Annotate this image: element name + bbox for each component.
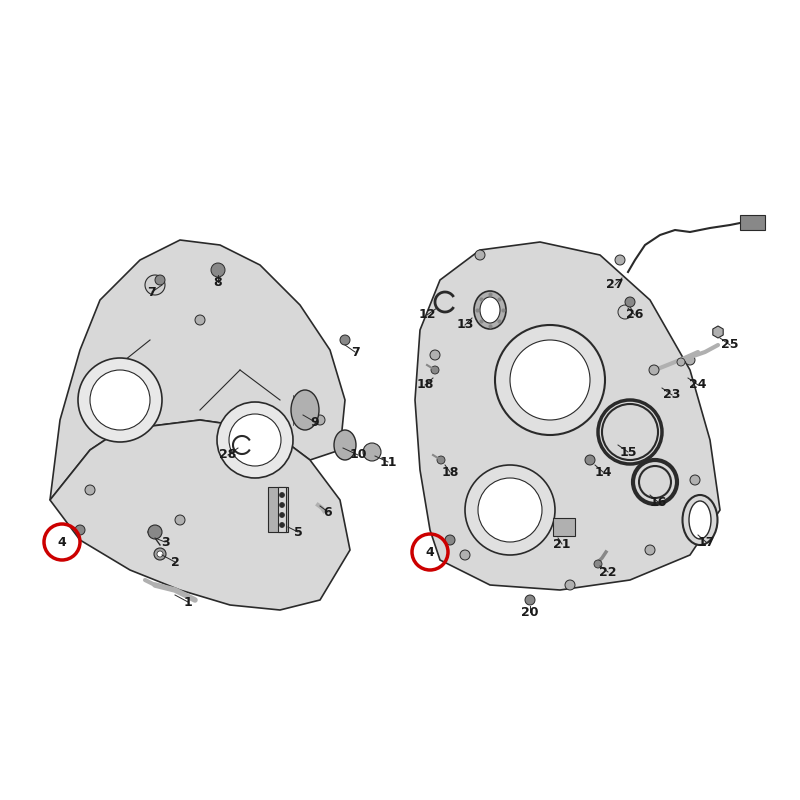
Circle shape <box>594 560 602 568</box>
Circle shape <box>211 263 225 277</box>
Text: 25: 25 <box>722 338 738 351</box>
Text: 10: 10 <box>350 449 366 462</box>
Text: 11: 11 <box>379 455 397 469</box>
Text: 7: 7 <box>350 346 359 358</box>
Circle shape <box>75 525 85 535</box>
Polygon shape <box>50 420 350 610</box>
Circle shape <box>78 358 162 442</box>
Circle shape <box>229 414 281 466</box>
Text: 17: 17 <box>698 535 714 549</box>
Text: 12: 12 <box>418 309 436 322</box>
Text: 16: 16 <box>650 495 666 509</box>
Text: 28: 28 <box>219 449 237 462</box>
Circle shape <box>475 250 485 260</box>
Circle shape <box>195 315 205 325</box>
Circle shape <box>677 358 685 366</box>
Ellipse shape <box>474 291 506 329</box>
Text: 15: 15 <box>619 446 637 458</box>
Circle shape <box>465 465 555 555</box>
Ellipse shape <box>291 390 319 430</box>
Text: 22: 22 <box>599 566 617 578</box>
Text: 23: 23 <box>663 389 681 402</box>
FancyBboxPatch shape <box>278 487 286 532</box>
Circle shape <box>460 550 470 560</box>
Text: 3: 3 <box>161 535 170 549</box>
Text: 5: 5 <box>294 526 302 538</box>
Circle shape <box>618 305 632 319</box>
Circle shape <box>645 545 655 555</box>
Circle shape <box>445 535 455 545</box>
Text: 9: 9 <box>310 415 319 429</box>
Circle shape <box>649 365 659 375</box>
FancyBboxPatch shape <box>740 215 765 230</box>
Circle shape <box>495 325 605 435</box>
Circle shape <box>90 370 150 430</box>
Circle shape <box>279 502 285 507</box>
Text: 7: 7 <box>148 286 156 298</box>
Text: 1: 1 <box>184 595 192 609</box>
Circle shape <box>565 580 575 590</box>
Text: 4: 4 <box>58 535 66 549</box>
Text: 21: 21 <box>554 538 570 550</box>
Text: 4: 4 <box>426 546 434 558</box>
Circle shape <box>279 522 285 527</box>
Text: 26: 26 <box>626 309 644 322</box>
Circle shape <box>478 478 542 542</box>
Circle shape <box>685 355 695 365</box>
Text: 8: 8 <box>214 275 222 289</box>
Circle shape <box>431 366 439 374</box>
Ellipse shape <box>682 495 718 545</box>
Polygon shape <box>415 242 720 590</box>
Circle shape <box>279 493 285 498</box>
Ellipse shape <box>480 297 500 323</box>
FancyBboxPatch shape <box>268 487 288 532</box>
Text: 2: 2 <box>170 555 179 569</box>
FancyBboxPatch shape <box>553 518 575 536</box>
Text: 24: 24 <box>690 378 706 391</box>
Circle shape <box>510 340 590 420</box>
Circle shape <box>615 255 625 265</box>
Circle shape <box>145 275 165 295</box>
Circle shape <box>217 402 293 478</box>
Text: 18: 18 <box>442 466 458 478</box>
Circle shape <box>154 548 166 560</box>
Circle shape <box>625 297 635 307</box>
Text: 18: 18 <box>416 378 434 391</box>
Text: 13: 13 <box>456 318 474 331</box>
Circle shape <box>85 485 95 495</box>
Circle shape <box>437 456 445 464</box>
Circle shape <box>148 525 162 539</box>
Ellipse shape <box>689 501 711 539</box>
Circle shape <box>430 350 440 360</box>
Circle shape <box>315 415 325 425</box>
Circle shape <box>175 515 185 525</box>
Circle shape <box>585 455 595 465</box>
Circle shape <box>157 551 163 557</box>
Text: 20: 20 <box>522 606 538 618</box>
Text: 27: 27 <box>606 278 624 291</box>
Circle shape <box>690 475 700 485</box>
Text: 6: 6 <box>324 506 332 518</box>
Circle shape <box>279 513 285 518</box>
Circle shape <box>275 505 285 515</box>
Circle shape <box>525 595 535 605</box>
Polygon shape <box>50 240 345 500</box>
Ellipse shape <box>334 430 356 460</box>
Text: 14: 14 <box>594 466 612 478</box>
Circle shape <box>363 443 381 461</box>
Circle shape <box>340 335 350 345</box>
Circle shape <box>155 275 165 285</box>
